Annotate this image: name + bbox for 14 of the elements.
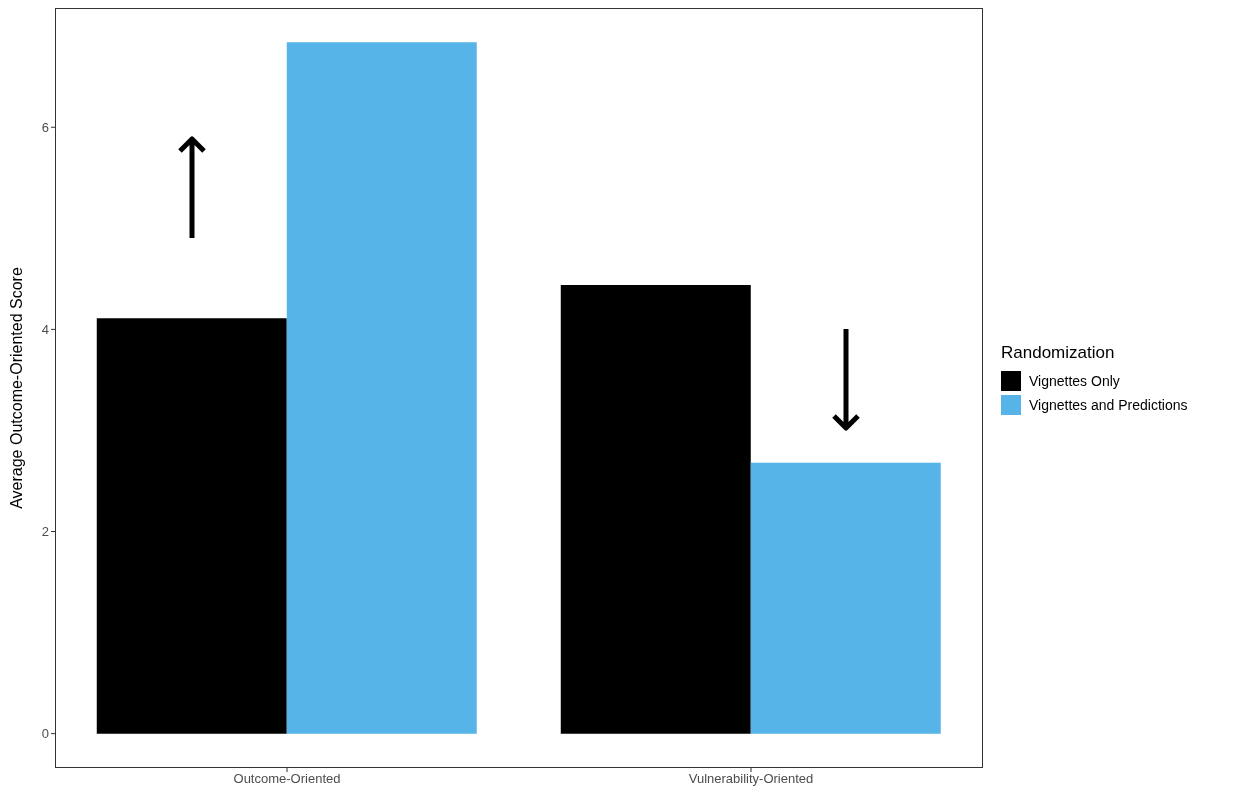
legend-label: Vignettes Only [1029,373,1120,389]
y-tick-label: 6 [41,119,49,135]
y-tick-label: 2 [41,524,49,540]
y-tick-label: 0 [41,726,49,742]
x-tick-label: Outcome-Oriented [233,771,341,787]
legend-label: Vignettes and Predictions [1029,397,1188,413]
bar [750,462,941,734]
bar [96,318,287,734]
bar [560,284,751,734]
y-axis-title: Average Outcome-Oriented Score [8,267,25,509]
x-tick-label: Vulnerability-Oriented [688,771,814,787]
legend-title: Randomization [1001,343,1116,363]
bar [286,42,477,734]
y-tick-label: 4 [41,322,49,337]
